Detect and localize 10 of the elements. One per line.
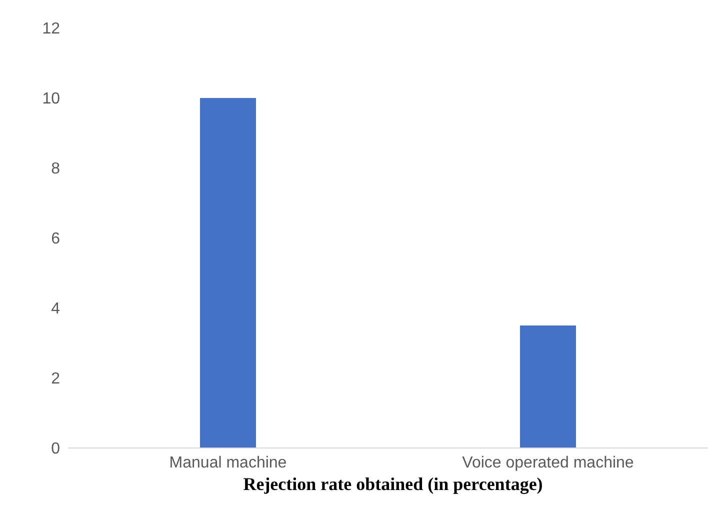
- y-tick-label: 0: [51, 440, 60, 458]
- y-tick-label: 4: [51, 300, 60, 318]
- text: Rejection rate obtained (in percentage): [242, 474, 544, 495]
- x-tick-label: Voice operated machine: [462, 454, 634, 472]
- y-tick-label: 2: [51, 370, 60, 388]
- y-tick-label: 10: [42, 90, 60, 108]
- y-tick-label: 8: [51, 160, 60, 178]
- y-tick-label: 6: [51, 230, 60, 248]
- x-tick-label: Manual machine: [169, 454, 287, 472]
- y-tick-label: 12: [42, 20, 60, 38]
